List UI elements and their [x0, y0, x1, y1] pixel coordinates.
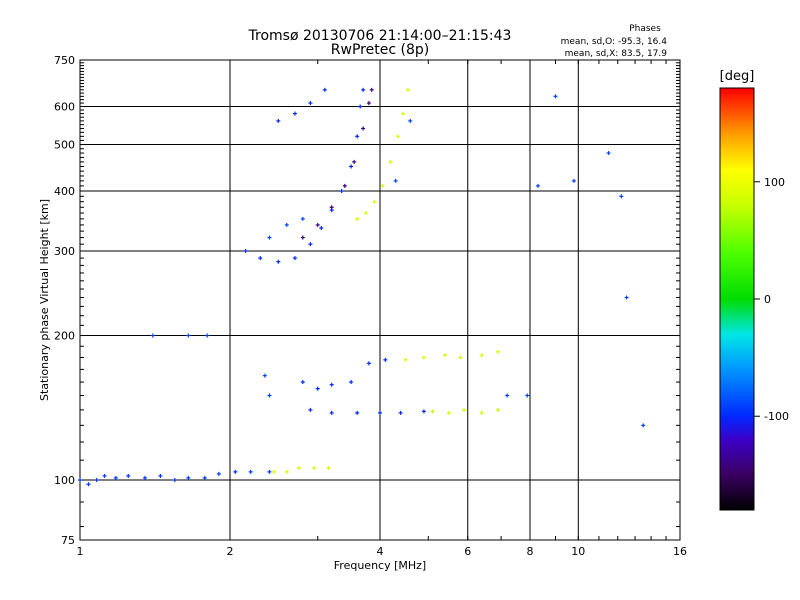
- y-tick-label: 750: [54, 54, 75, 67]
- x-tick-label: 2: [227, 545, 234, 558]
- stats-o-line: mean, sd,O: -95.3, 16.4: [561, 37, 668, 47]
- x-tick-label: 4: [377, 545, 384, 558]
- y-tick-label: 200: [54, 330, 75, 343]
- colorbar-tick-label: 0: [764, 293, 771, 306]
- chart-subtitle: RwPretec (8p): [331, 42, 429, 58]
- x-tick-label: 8: [527, 545, 534, 558]
- y-tick-label: 100: [54, 474, 75, 487]
- x-tick-label: 10: [571, 545, 585, 558]
- x-axis-label: Frequency [MHz]: [334, 559, 426, 572]
- colorbar-ticks: 100 0 -100: [754, 176, 789, 423]
- stats-title: Phases: [629, 24, 661, 34]
- ionogram-chart: Tromsø 20130706 21:14:00–21:15:43 RwPret…: [0, 0, 800, 600]
- x-tick-label: 6: [464, 545, 471, 558]
- y-tick-label: 600: [54, 101, 75, 114]
- colorbar: [720, 88, 754, 510]
- x-tick-label: 1: [77, 545, 84, 558]
- y-axis-label: Stationary phase Virtual Height [km]: [38, 199, 51, 401]
- y-tick-label: 500: [54, 139, 75, 152]
- y-tick-label: 300: [54, 245, 75, 258]
- y-tick-label: 400: [54, 185, 75, 198]
- colorbar-label: [deg]: [720, 69, 755, 84]
- y-tick-label: 75: [61, 534, 75, 547]
- colorbar-tick-label: -100: [764, 410, 789, 423]
- colorbar-tick-label: 100: [764, 176, 785, 189]
- stats-x-line: mean, sd,X: 83.5, 17.9: [565, 49, 668, 59]
- x-tick-label: 16: [673, 545, 687, 558]
